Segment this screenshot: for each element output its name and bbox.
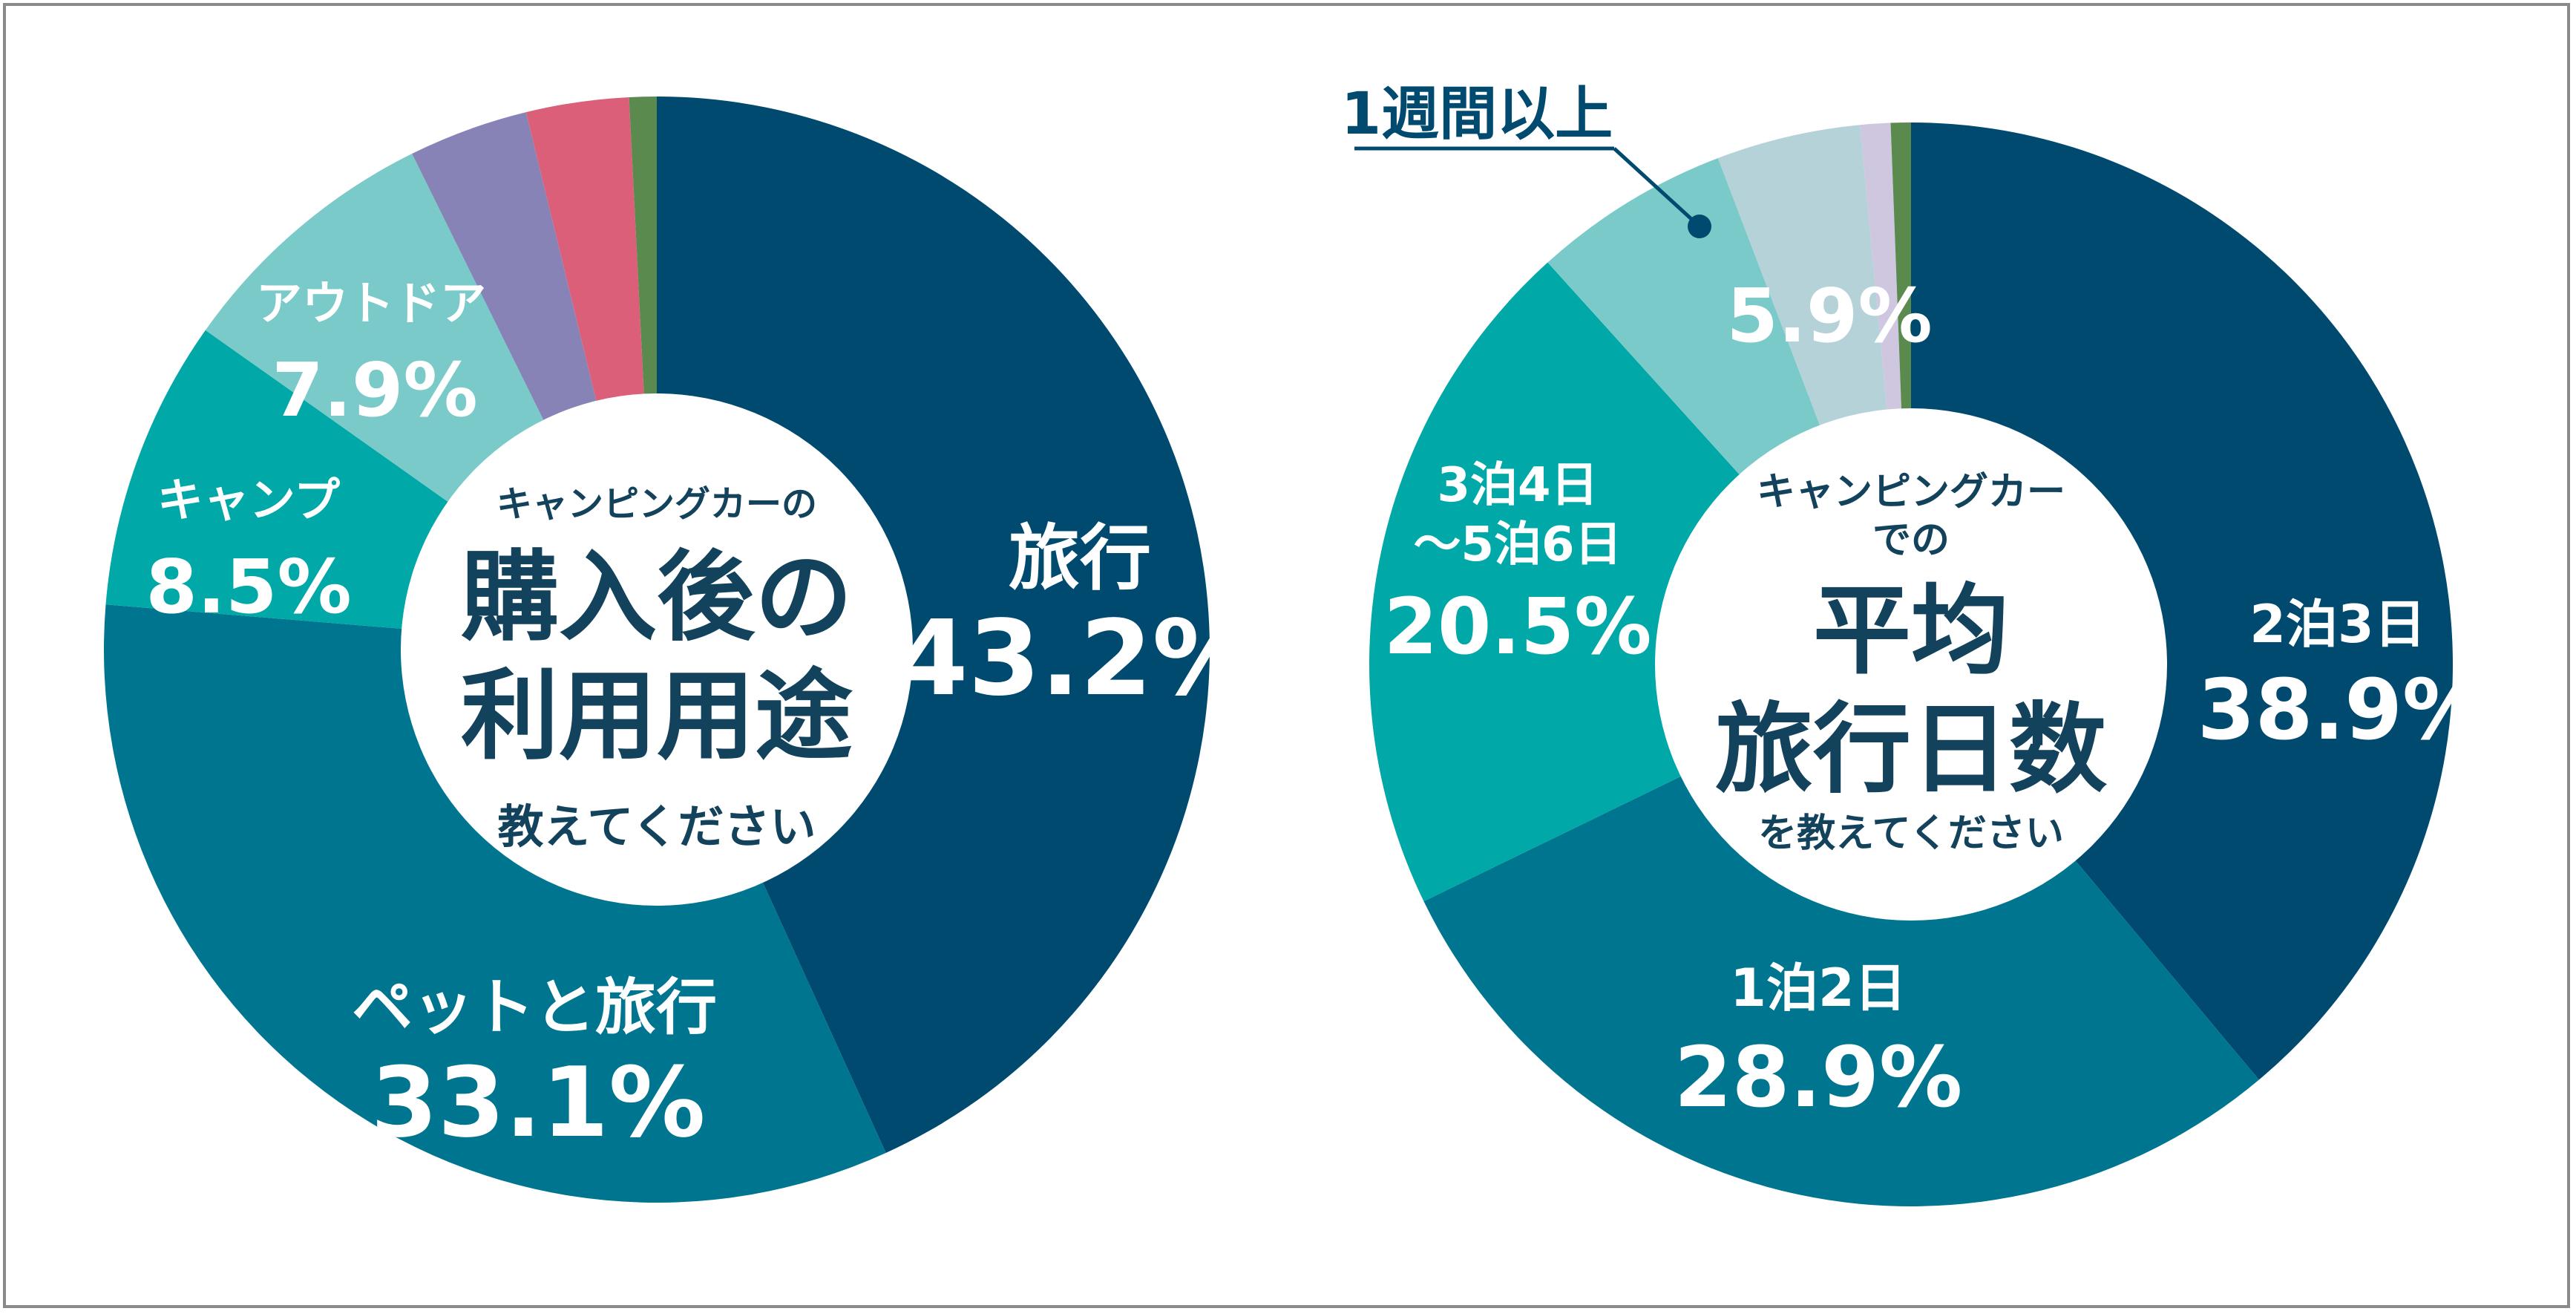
callout-leader-diagonal (1613, 147, 1701, 228)
trip-length-pie-chart (1369, 122, 2453, 1206)
slice-value-1n2d: 28.9% (1674, 1030, 1963, 1126)
trip-pie-slice-1 (1423, 664, 2259, 1206)
trip-pie-callout: 1週間以上 (1341, 81, 1711, 238)
usage-pie-labels: 旅行 43.2% ペットと旅行 33.1% キャンプ 8.5% アウトドア 7.… (145, 276, 1256, 1159)
slice-value-pet-travel: 33.1% (370, 1046, 705, 1159)
callout-label: 1週間以上 (1341, 81, 1613, 148)
slice-label-3n4d-line1: 3泊4日 (1437, 458, 1598, 513)
slice-label-pet-travel: ペットと旅行 (352, 973, 717, 1043)
usage-center-title-line2: 利用用途 (461, 659, 853, 774)
slice-label-3n4d-line2: 〜5泊6日 (1413, 517, 1622, 572)
trip-center-title-line1: 平均 (1813, 574, 2009, 688)
slice-value-camp: 8.5% (145, 543, 351, 630)
slice-value-travel: 43.2% (896, 598, 1256, 719)
usage-center-subtitle: 教えてください (497, 800, 816, 854)
trip-pie-center-hole (1655, 408, 2167, 921)
slice-value-3n4d: 20.5% (1384, 581, 1652, 672)
trip-pie-labels: 2泊3日 38.9% 1泊2日 28.9% 3泊4日 〜5泊6日 20.5% 5… (1384, 272, 2486, 1126)
usage-center-small-title: キャンピングカーの (496, 483, 817, 525)
trip-center-small-title-1: キャンピングカー (1757, 470, 2065, 514)
usage-center-title-line1: 購入後の (461, 540, 853, 655)
slice-label-travel: 旅行 (1009, 517, 1151, 600)
slice-label-2n3d: 2泊3日 (2249, 594, 2425, 655)
usage-pie-center-hole (401, 393, 913, 906)
slice-label-outdoor: アウトドア (256, 276, 486, 330)
trip-center-small-title-2: での (1872, 518, 1950, 563)
trip-pie-slice-0 (1911, 122, 2453, 1080)
slice-value-1week: 5.9% (1726, 272, 1932, 359)
callout-dot (1688, 215, 1711, 238)
slice-value-outdoor: 7.9% (272, 347, 477, 434)
trip-center-subtitle: を教えてください (1758, 811, 2064, 856)
slice-label-1n2d: 1泊2日 (1730, 958, 1906, 1019)
slice-value-2n3d: 38.9% (2198, 662, 2486, 759)
usage-pie-slice-0 (657, 97, 1210, 1154)
slice-label-camp: キャンプ (157, 473, 340, 527)
trip-pie-slice-2 (1369, 262, 1911, 902)
trip-center-title-line2: 旅行日数 (1715, 693, 2107, 807)
